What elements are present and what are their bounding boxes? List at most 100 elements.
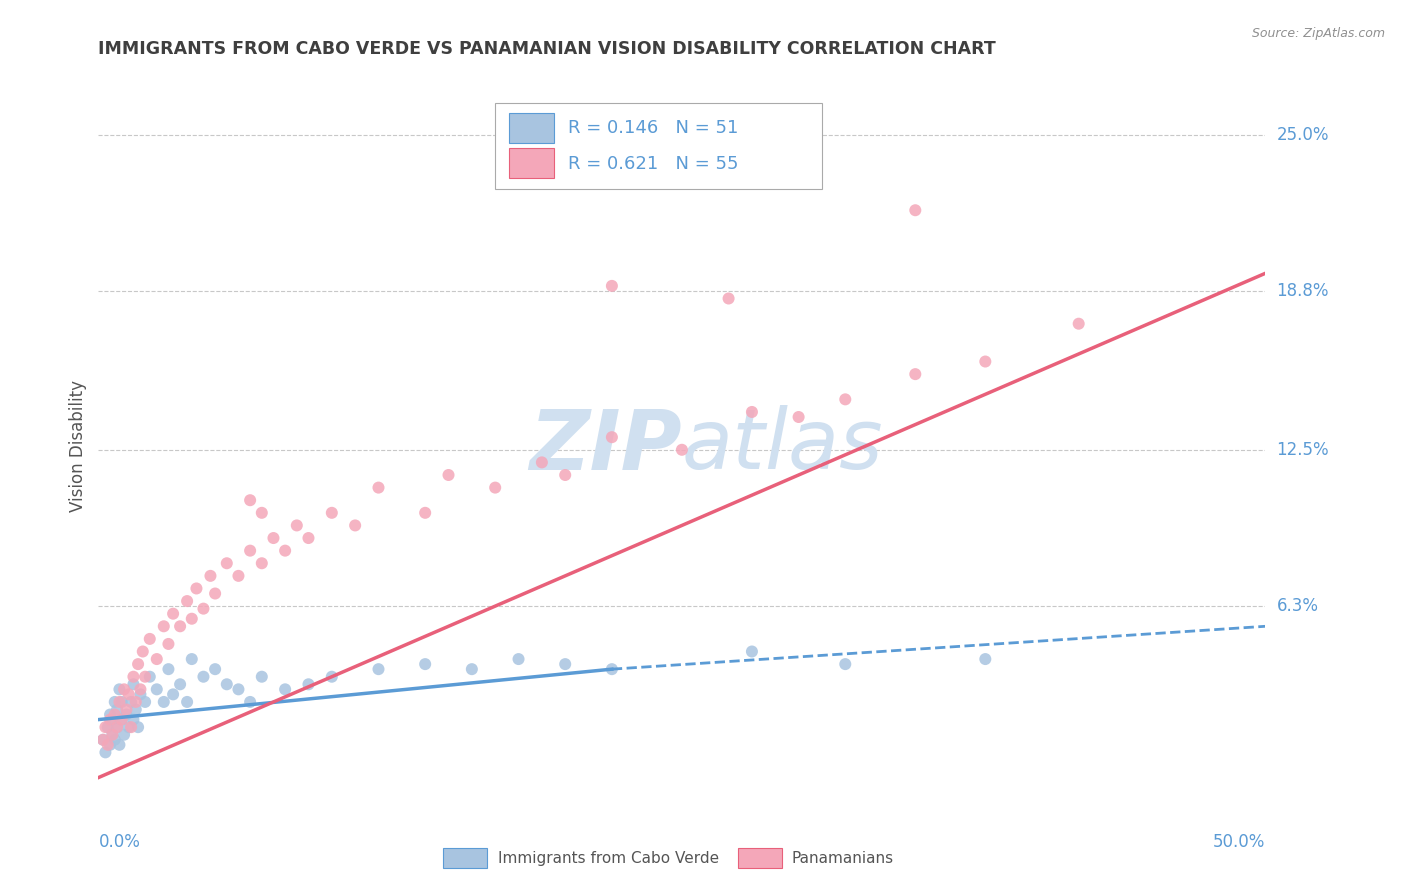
Point [200,569,222,583]
Text: 0.0%: 0.0% [98,833,141,851]
Point [193,601,215,615]
Point [122,677,145,691]
Point [186,582,208,596]
Point [239,695,262,709]
Point [169,619,191,633]
Point [129,687,152,701]
Point [741,644,763,658]
Point [321,670,343,684]
Point [111,713,134,727]
Point [176,695,198,709]
Text: Panamanians: Panamanians [792,851,894,866]
Point [239,493,262,508]
Point [105,720,128,734]
Point [111,695,134,709]
Point [97,720,120,734]
Point [105,702,128,716]
FancyBboxPatch shape [509,112,554,143]
Y-axis label: Vision Disability: Vision Disability [69,380,87,512]
Point [228,682,250,697]
Point [129,682,152,697]
Point [91,732,114,747]
Point [600,430,623,444]
Text: Source: ZipAtlas.com: Source: ZipAtlas.com [1251,27,1385,40]
Point [530,455,553,469]
Point [461,662,484,676]
Point [101,713,124,727]
Point [122,713,145,727]
Point [904,203,927,218]
Text: 50.0%: 50.0% [1213,833,1265,851]
Point [112,682,135,697]
Point [146,652,169,666]
Point [484,481,506,495]
Point [152,619,174,633]
Point [215,677,238,691]
FancyBboxPatch shape [738,848,782,869]
Point [98,713,121,727]
Point [250,556,273,570]
Point [834,392,856,407]
Point [274,543,297,558]
Point [134,695,156,709]
Point [600,662,623,676]
Point [193,670,215,684]
Point [297,531,319,545]
Point [554,657,576,672]
Point [204,662,226,676]
Text: 18.8%: 18.8% [1277,282,1329,300]
Point [250,506,273,520]
Point [101,728,124,742]
Point [108,695,131,709]
Point [180,652,202,666]
Point [98,707,121,722]
Text: R = 0.146   N = 51: R = 0.146 N = 51 [568,119,738,136]
Text: 12.5%: 12.5% [1277,441,1329,458]
Point [105,720,128,734]
FancyBboxPatch shape [495,103,823,189]
Point [91,732,114,747]
Point [180,612,202,626]
Point [104,707,127,722]
Point [120,695,142,709]
Point [717,292,740,306]
Point [834,657,856,672]
Point [98,738,121,752]
Point [974,354,997,368]
Text: R = 0.621   N = 55: R = 0.621 N = 55 [568,155,738,173]
Point [139,670,162,684]
Point [104,732,127,747]
Point [321,506,343,520]
Point [671,442,693,457]
Point [97,738,120,752]
Text: ZIP: ZIP [529,406,682,486]
Point [108,738,131,752]
Point [157,662,180,676]
Point [508,652,530,666]
Point [274,682,297,697]
Point [115,707,138,722]
Point [1067,317,1090,331]
Text: IMMIGRANTS FROM CABO VERDE VS PANAMANIAN VISION DISABILITY CORRELATION CHART: IMMIGRANTS FROM CABO VERDE VS PANAMANIAN… [98,40,997,58]
Point [239,543,262,558]
Point [554,468,576,483]
Point [118,720,141,734]
Point [146,682,169,697]
Point [134,670,156,684]
Point [122,670,145,684]
Point [132,644,155,658]
Point [118,687,141,701]
FancyBboxPatch shape [509,148,554,178]
Point [120,720,142,734]
Point [108,682,131,697]
Point [157,637,180,651]
Point [127,657,149,672]
Point [413,657,436,672]
Point [94,720,117,734]
Point [115,702,138,716]
Point [367,662,389,676]
Point [974,652,997,666]
Point [125,695,148,709]
Point [104,695,127,709]
Point [437,468,460,483]
